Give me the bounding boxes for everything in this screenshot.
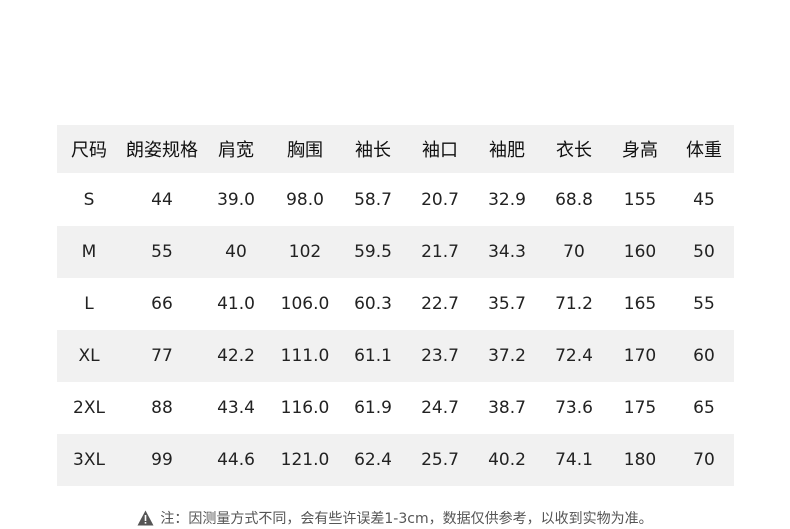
table-cell: 25.7 xyxy=(421,450,459,470)
table-row: M 55 40 102 59.5 21.7 34.3 70 160 50 xyxy=(57,226,734,278)
table-cell: 32.9 xyxy=(488,190,526,210)
table-cell: 160 xyxy=(623,242,657,262)
table-cell: 88 xyxy=(151,398,173,418)
table-cell: 68.8 xyxy=(555,190,593,210)
table-cell: 155 xyxy=(623,190,657,210)
table-cell: 45 xyxy=(693,190,715,210)
table-row: S 44 39.0 98.0 58.7 20.7 32.9 68.8 155 45 xyxy=(57,174,734,226)
table-cell: 3XL xyxy=(73,450,105,470)
table-cell: 40 xyxy=(225,242,247,262)
table-cell: 77 xyxy=(151,346,173,366)
table-cell: L xyxy=(84,294,94,314)
table-cell: 55 xyxy=(693,294,715,314)
table-cell: 71.2 xyxy=(555,294,593,314)
column-header: 衣长 xyxy=(556,140,592,161)
table-cell: M xyxy=(81,242,97,262)
table-row: 2XL 88 43.4 116.0 61.9 24.7 38.7 73.6 175 65 xyxy=(57,382,734,434)
column-header: 袖肥 xyxy=(489,140,525,161)
column-header: 袖长 xyxy=(355,140,391,161)
table-cell: 42.2 xyxy=(217,346,255,366)
table-cell: 22.7 xyxy=(421,294,459,314)
table-cell: 55 xyxy=(151,242,173,262)
table-cell: 37.2 xyxy=(488,346,526,366)
table-row: 3XL 99 44.6 121.0 62.4 25.7 40.2 74.1 180 70 xyxy=(57,434,734,486)
table-cell: 50 xyxy=(693,242,715,262)
table-row: XL 77 42.2 111.0 61.1 23.7 37.2 72.4 170 60 xyxy=(57,330,734,382)
table-cell: 175 xyxy=(623,398,657,418)
table-cell: 60 xyxy=(693,346,715,366)
table-cell: 99 xyxy=(151,450,173,470)
table-cell: 102 xyxy=(288,242,322,262)
warning-icon xyxy=(137,510,154,526)
table-cell: 38.7 xyxy=(488,398,526,418)
column-header: 体重 xyxy=(686,140,722,161)
header-row: 尺码 朗姿规格 肩宽 胸围 袖长 袖口 袖肥 衣长 身高 体重 xyxy=(57,125,734,173)
column-header: 尺码 xyxy=(71,140,107,161)
column-header: 肩宽 xyxy=(218,140,254,161)
column-header: 朗姿规格 xyxy=(126,140,198,161)
note-text: 注：因测量方式不同，会有些许误差1-3cm，数据仅供参考，以收到实物为准。 xyxy=(160,511,653,527)
table-cell: 21.7 xyxy=(421,242,459,262)
table-cell: XL xyxy=(78,346,100,366)
table-cell: S xyxy=(83,190,95,210)
table-cell: 59.5 xyxy=(354,242,392,262)
table-cell: 66 xyxy=(151,294,173,314)
table-cell: 61.1 xyxy=(354,346,392,366)
table-cell: 73.6 xyxy=(555,398,593,418)
table-cell: 62.4 xyxy=(354,450,392,470)
table-cell: 44 xyxy=(151,190,173,210)
table-cell: 121.0 xyxy=(280,450,330,470)
table-cell: 74.1 xyxy=(555,450,593,470)
table-cell: 165 xyxy=(623,294,657,314)
table-cell: 170 xyxy=(623,346,657,366)
column-header: 身高 xyxy=(622,140,658,161)
column-header: 胸围 xyxy=(287,140,323,161)
table-cell: 34.3 xyxy=(488,242,526,262)
table-cell: 44.6 xyxy=(217,450,255,470)
table-cell: 58.7 xyxy=(354,190,392,210)
table-cell: 61.9 xyxy=(354,398,392,418)
table-cell: 35.7 xyxy=(488,294,526,314)
table-cell: 43.4 xyxy=(217,398,255,418)
table-cell: 23.7 xyxy=(421,346,459,366)
column-header: 袖口 xyxy=(422,140,458,161)
table-cell: 60.3 xyxy=(354,294,392,314)
table-cell: 24.7 xyxy=(421,398,459,418)
table-cell: 41.0 xyxy=(217,294,255,314)
table-cell: 111.0 xyxy=(280,346,330,366)
table-cell: 106.0 xyxy=(280,294,330,314)
table-cell: 98.0 xyxy=(286,190,324,210)
table-cell: 70 xyxy=(693,450,715,470)
table-cell: 40.2 xyxy=(488,450,526,470)
table-cell: 70 xyxy=(563,242,585,262)
measurement-note: 注：因测量方式不同，会有些许误差1-3cm，数据仅供参考，以收到实物为准。 xyxy=(0,508,790,528)
size-table: 尺码 朗姿规格 肩宽 胸围 袖长 袖口 袖肥 衣长 身高 体重 S 44 39.0 98.0 58.7 20.… xyxy=(57,125,734,486)
table-cell: 116.0 xyxy=(280,398,330,418)
table-cell: 20.7 xyxy=(421,190,459,210)
table-cell: 180 xyxy=(623,450,657,470)
table-row: L 66 41.0 106.0 60.3 22.7 35.7 71.2 165 55 xyxy=(57,278,734,330)
table-cell: 72.4 xyxy=(555,346,593,366)
table-cell: 2XL xyxy=(73,398,105,418)
table-cell: 65 xyxy=(693,398,715,418)
table-cell: 39.0 xyxy=(217,190,255,210)
